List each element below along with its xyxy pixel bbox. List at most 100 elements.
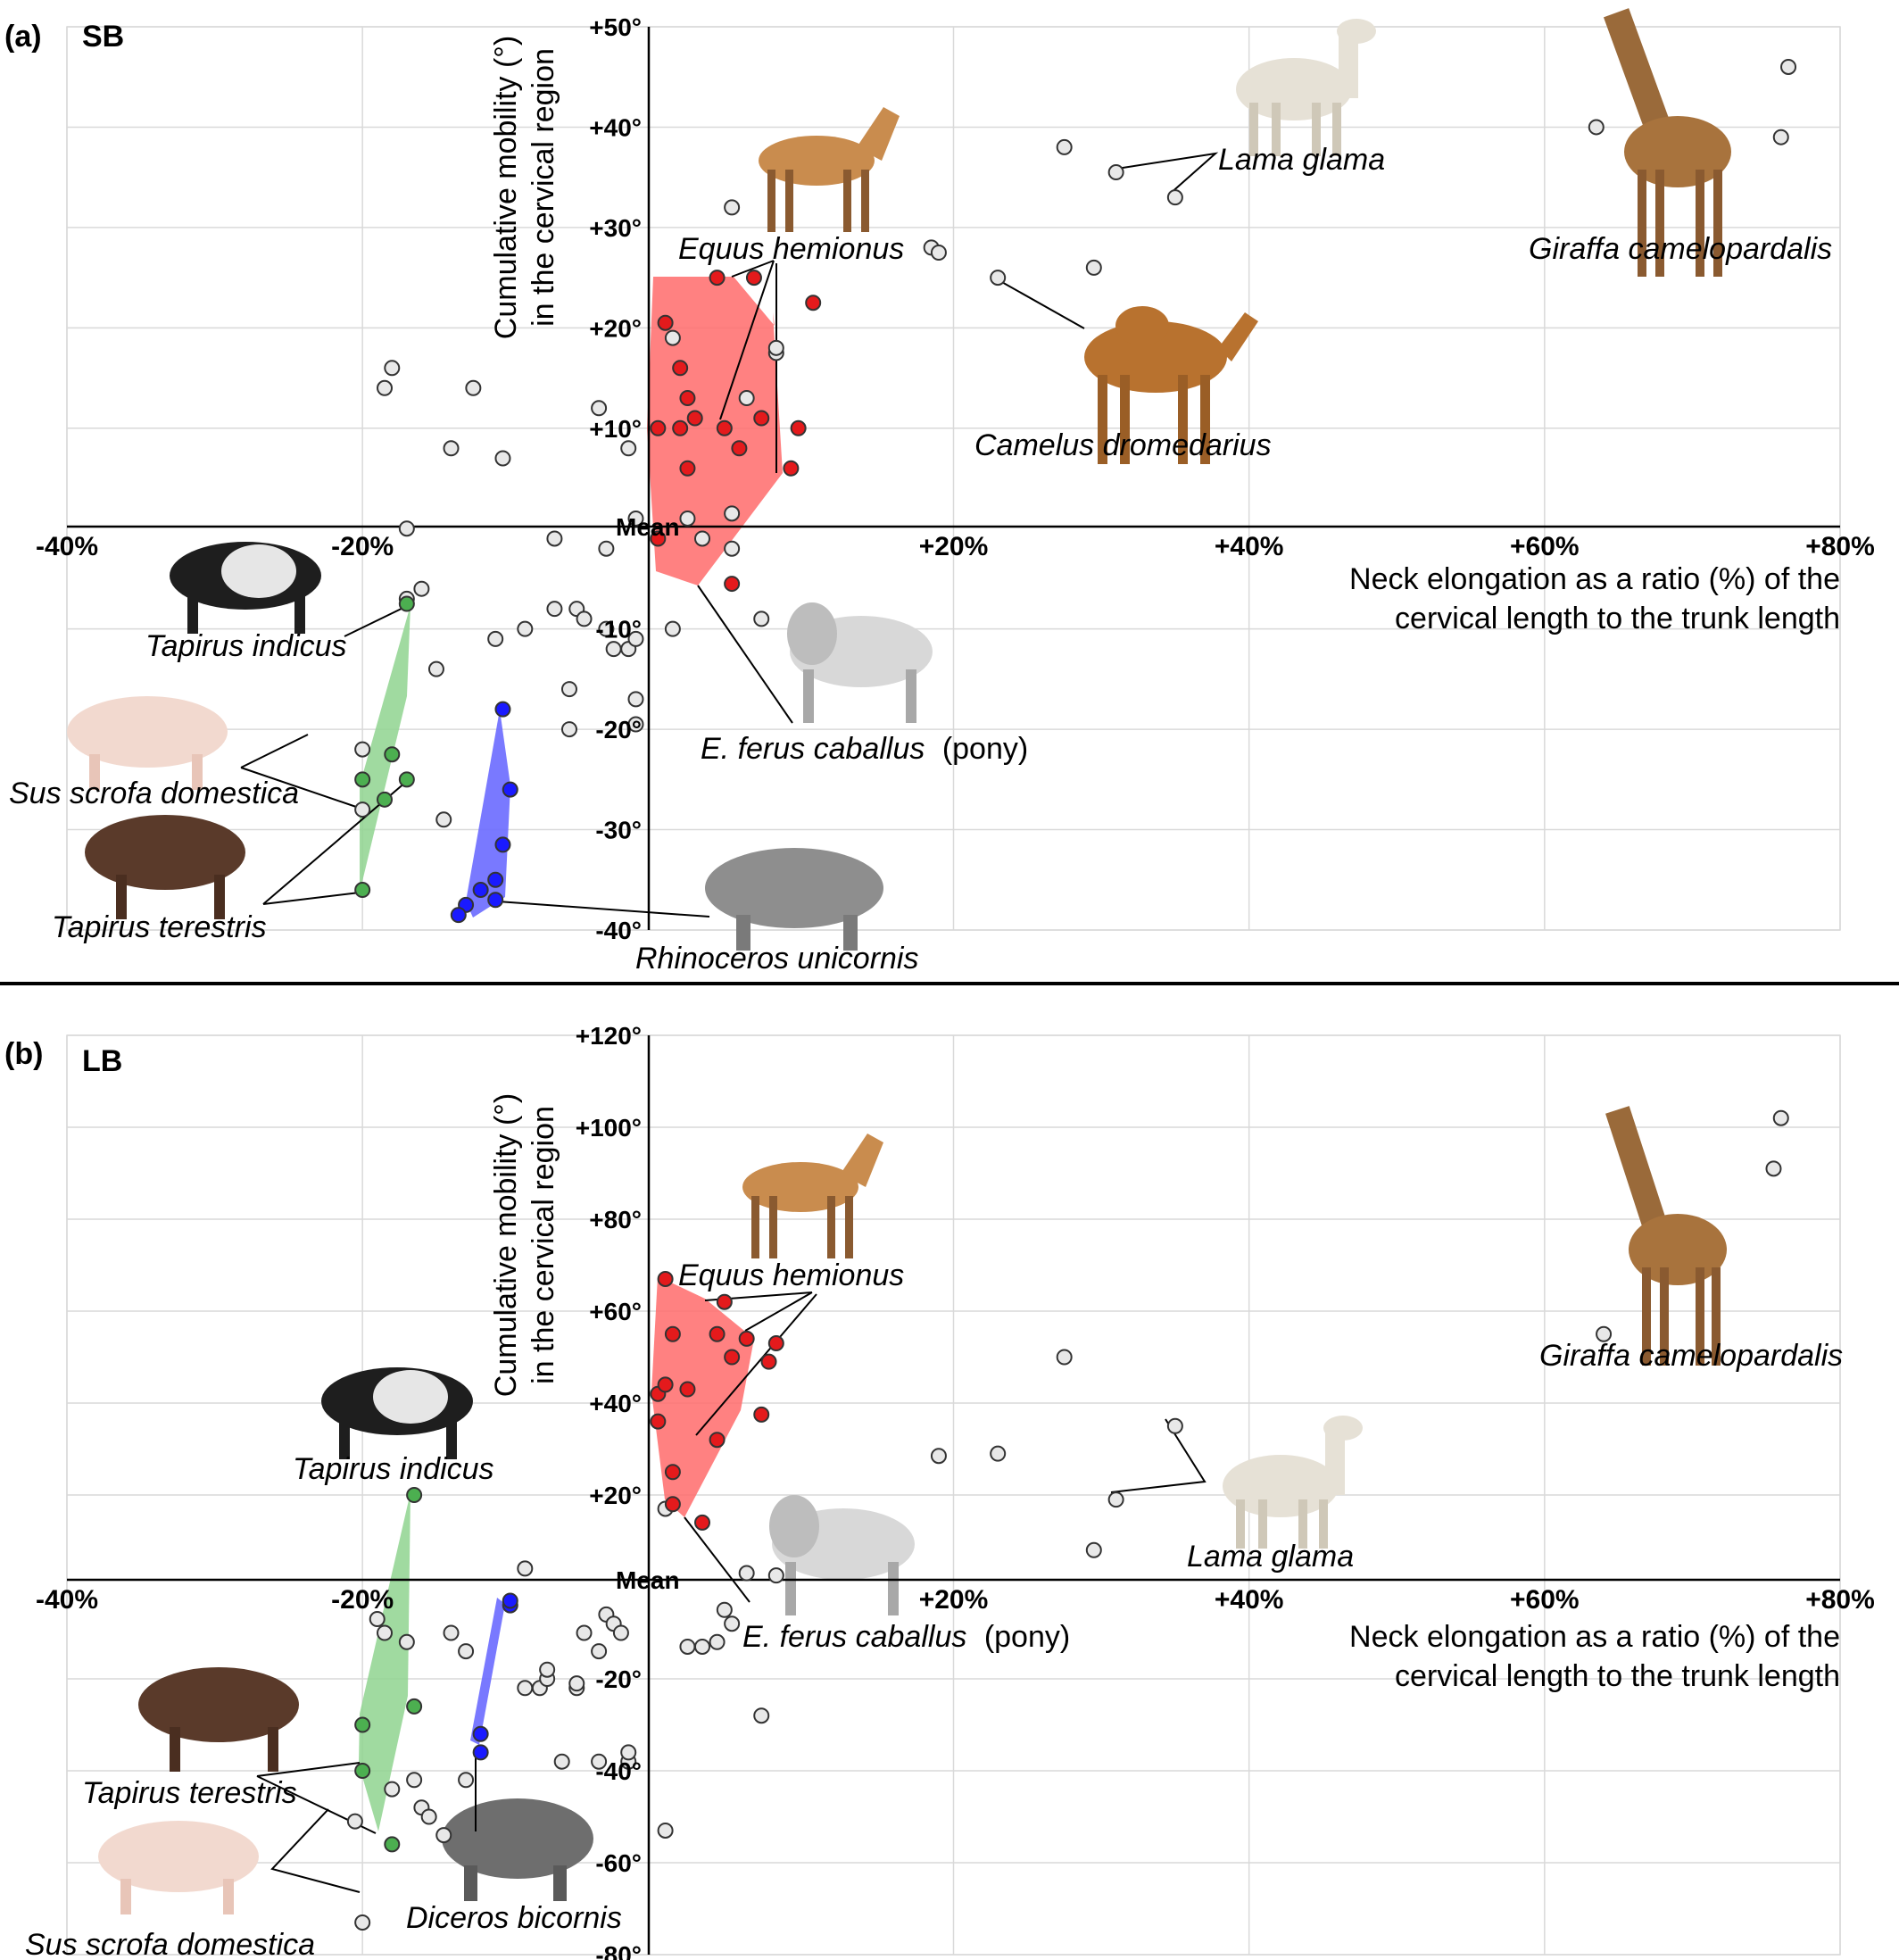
mean-label: Mean <box>616 513 680 541</box>
data-point <box>679 460 696 477</box>
data-point <box>465 379 482 396</box>
data-point <box>930 245 947 261</box>
hull-equus <box>651 1276 754 1517</box>
data-point <box>576 1624 593 1641</box>
data-point <box>745 270 762 287</box>
data-point <box>990 1445 1007 1462</box>
data-point <box>679 1638 696 1655</box>
data-point <box>738 1565 755 1582</box>
x-tick-label: +40% <box>1215 1585 1284 1615</box>
data-point <box>1772 129 1789 145</box>
data-point <box>354 741 371 758</box>
data-point <box>487 892 504 909</box>
data-point <box>709 1633 726 1650</box>
data-point <box>354 882 371 899</box>
data-point <box>716 419 733 436</box>
y-tick-label: +80° <box>589 1206 642 1233</box>
data-point <box>783 460 800 477</box>
data-point <box>724 540 741 557</box>
pig-image-a <box>67 696 228 790</box>
leader-equus <box>744 1291 813 1332</box>
data-point <box>598 620 615 637</box>
x-tick-label: -40% <box>36 532 98 561</box>
data-point <box>724 1349 741 1366</box>
leader-equus <box>719 260 775 420</box>
tick-labels: -40% -20% +20% +40% +60% +80% +50° +40° +30° +20°… <box>36 13 1875 944</box>
data-point <box>709 270 726 287</box>
data-point <box>1056 1349 1073 1366</box>
x-axis-label: Neck elongation as a ratio (%) of the <box>1349 1620 1840 1654</box>
panel-label: (a) <box>4 20 42 54</box>
data-point <box>657 1270 674 1287</box>
y-tick-label: +30° <box>589 214 642 242</box>
leader-pony <box>684 1516 750 1603</box>
hull-equus <box>647 277 783 586</box>
species-label: E. ferus caballus (pony) <box>742 1620 1070 1654</box>
pony-image-a <box>787 602 933 723</box>
data-point <box>377 1624 394 1641</box>
data-point <box>591 1643 608 1660</box>
leader-tapirus-terestris <box>262 892 361 905</box>
data-point <box>576 610 593 627</box>
x-tick-label: +60% <box>1510 1585 1580 1615</box>
pony-image-b <box>769 1495 915 1615</box>
llama-image-b <box>1223 1416 1363 1549</box>
species-label: Tapirus indicus <box>293 1452 494 1486</box>
data-point <box>738 1330 755 1347</box>
species-label: Tapirus terestris <box>52 910 267 944</box>
data-point <box>568 1675 585 1692</box>
onager-image-b <box>742 1134 883 1258</box>
data-point <box>458 1772 475 1789</box>
data-point <box>650 419 667 436</box>
species-label: Diceros bicornis <box>406 1901 622 1935</box>
x-tick-label: -20% <box>331 1585 394 1615</box>
y-tick-label: +120° <box>576 1022 642 1050</box>
data-point <box>753 1406 770 1423</box>
data-point <box>546 530 563 547</box>
species-label: Tapirus indicus <box>145 629 347 663</box>
data-points <box>346 1109 1789 1931</box>
grid <box>66 26 1841 931</box>
data-point <box>1772 1109 1789 1126</box>
data-point <box>627 510 644 527</box>
y-tick-label: -60° <box>595 1849 642 1877</box>
data-point <box>354 801 371 818</box>
y-tick-label: +100° <box>576 1114 642 1142</box>
data-point <box>384 1836 401 1853</box>
data-point <box>664 1464 681 1481</box>
data-point <box>1166 189 1183 206</box>
species-label: Sus scrofa domestica <box>25 1928 315 1960</box>
hull-rhino <box>466 710 510 918</box>
data-point <box>650 530 667 547</box>
data-point <box>377 379 394 396</box>
data-point <box>472 882 489 899</box>
leader-equus <box>731 260 775 278</box>
data-point <box>472 1744 489 1761</box>
giraffe-image-a <box>1603 8 1731 277</box>
x-axis-label: Neck elongation as a ratio (%) of the <box>1349 562 1840 596</box>
data-point <box>591 400 608 417</box>
x-axis-label: cervical length to the trunk length <box>1395 602 1840 635</box>
species-label: Rhinoceros unicornis <box>635 942 919 976</box>
data-point <box>354 1763 371 1779</box>
data-point <box>1085 259 1102 276</box>
data-point <box>694 1514 711 1531</box>
y-tick-label: +20° <box>589 314 642 342</box>
y-tick-label: -40° <box>595 1757 642 1785</box>
pig-image-b <box>98 1821 259 1914</box>
data-point <box>716 1601 733 1618</box>
data-point <box>406 1487 423 1503</box>
data-point <box>354 1914 371 1931</box>
data-point <box>657 1376 674 1393</box>
data-point <box>664 1496 681 1513</box>
data-point <box>354 771 371 788</box>
data-point <box>805 295 822 311</box>
data-point <box>620 440 637 457</box>
data-point <box>346 1813 363 1830</box>
species-label: Camelus dromedarius <box>974 428 1272 462</box>
data-point <box>1596 1325 1613 1342</box>
data-point <box>724 199 741 216</box>
tapir-indicus-image-b <box>321 1367 473 1459</box>
data-point <box>664 1325 681 1342</box>
